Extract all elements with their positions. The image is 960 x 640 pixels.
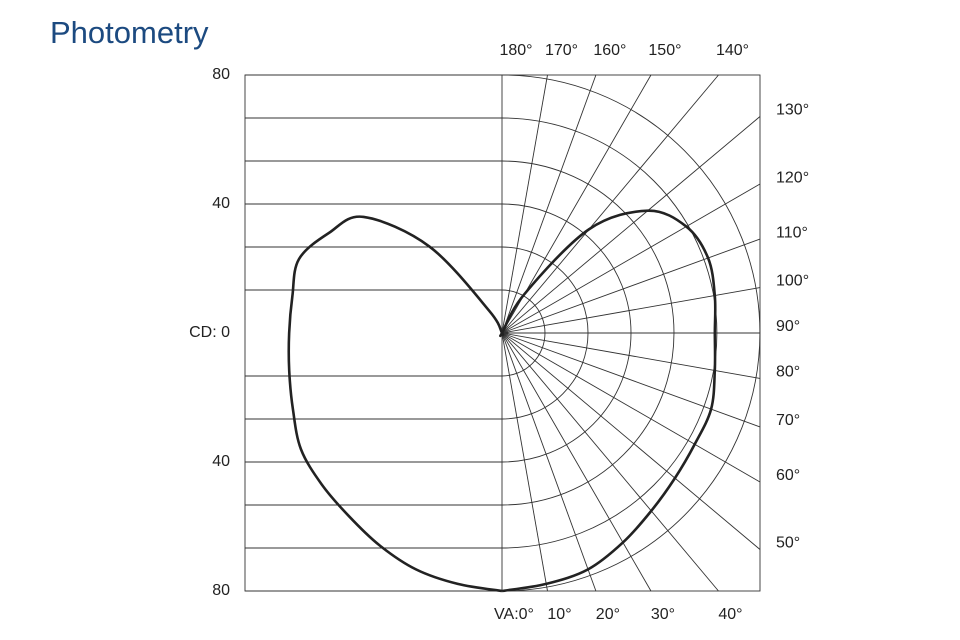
angle-tick-label: 60° [776,467,800,484]
angle-tick-label: 50° [776,535,800,552]
intensity-curve [499,209,717,593]
ray [501,332,761,483]
angle-tick-label: 180° [499,42,532,59]
angle-tick-label: 20° [596,606,620,623]
ray [501,332,652,592]
angle-tick-label: 160° [593,42,626,59]
cd-tick-label: 80 [212,582,230,599]
angle-tick-label: 70° [776,412,800,429]
ray [501,183,761,334]
angle-tick-label: 140° [716,42,749,59]
ray [501,332,597,592]
ray [501,287,761,334]
ray [501,238,761,334]
angle-tick-label: 110° [776,224,808,241]
cd-tick-label: 40 [212,453,230,470]
angle-tick-label: 40° [718,606,742,623]
chart-title: Photometry [50,15,209,50]
ray [501,74,548,334]
ray [501,116,761,334]
angle-tick-label: 10° [547,606,571,623]
ray [501,74,719,334]
angle-tick-label: 130° [776,102,809,119]
ray [501,332,548,592]
ray [501,332,761,428]
angle-tick-label: 30° [651,606,675,623]
angle-tick-label: 150° [648,42,681,59]
cd-tick-label: CD: 0 [189,324,230,341]
angle-tick-label: 120° [776,169,809,186]
angle-tick-label: 90° [776,318,800,335]
angle-tick-label: 100° [776,273,809,290]
cd-tick-label: 80 [212,66,230,83]
ray [501,332,719,592]
ray [501,332,761,379]
angle-tick-label: 80° [776,364,800,381]
intensity-curve [287,215,505,593]
ray [501,332,761,550]
angle-tick-label: 170° [545,42,578,59]
ray [501,74,597,334]
angle-tick-label: VA:0° [494,606,534,623]
cd-tick-label: 40 [212,195,230,212]
